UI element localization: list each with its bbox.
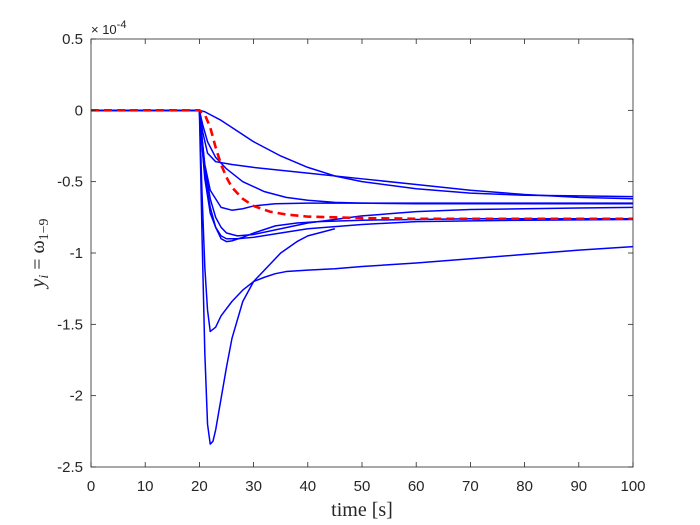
x-tick-label: 70 [462, 478, 479, 495]
y-tick-label: -1 [70, 245, 83, 262]
series-line-8 [91, 109, 634, 333]
x-tick-label: 10 [137, 478, 154, 495]
x-tick-label: 80 [516, 478, 533, 495]
reference-series-line [91, 109, 633, 221]
x-tick-label: 100 [620, 478, 645, 495]
x-tick-label: 20 [191, 478, 208, 495]
y-tick-label: -2.5 [57, 459, 83, 476]
series-layer [91, 109, 634, 445]
series-line-1 [91, 109, 634, 198]
y-tick-label: -2 [70, 388, 83, 405]
series-line-9 [91, 109, 336, 445]
y-tick-label: -1.5 [57, 316, 83, 333]
series-line-2 [91, 109, 634, 200]
tick-layer: 0 10 20 30 40 50 60 70 80 90 100 0.5 0 -0.5 -1 -1.5 -2 -2… [57, 31, 645, 495]
x-tick-label: 40 [299, 478, 316, 495]
y-tick-label: 0 [75, 102, 83, 119]
y-axis-title: yi = ω1−9 [27, 218, 52, 289]
x-tick-label: 0 [87, 478, 95, 495]
x-tick-label: 60 [408, 478, 425, 495]
x-tick-label: 50 [354, 478, 371, 495]
y-multiplier-label: × 10-4 [91, 19, 126, 37]
x-axis-title: time [s] [331, 499, 393, 521]
y-tick-label: 0.5 [62, 31, 83, 48]
y-tick-label: -0.5 [57, 174, 83, 191]
x-tick-label: 90 [570, 478, 587, 495]
x-tick-label: 30 [245, 478, 262, 495]
